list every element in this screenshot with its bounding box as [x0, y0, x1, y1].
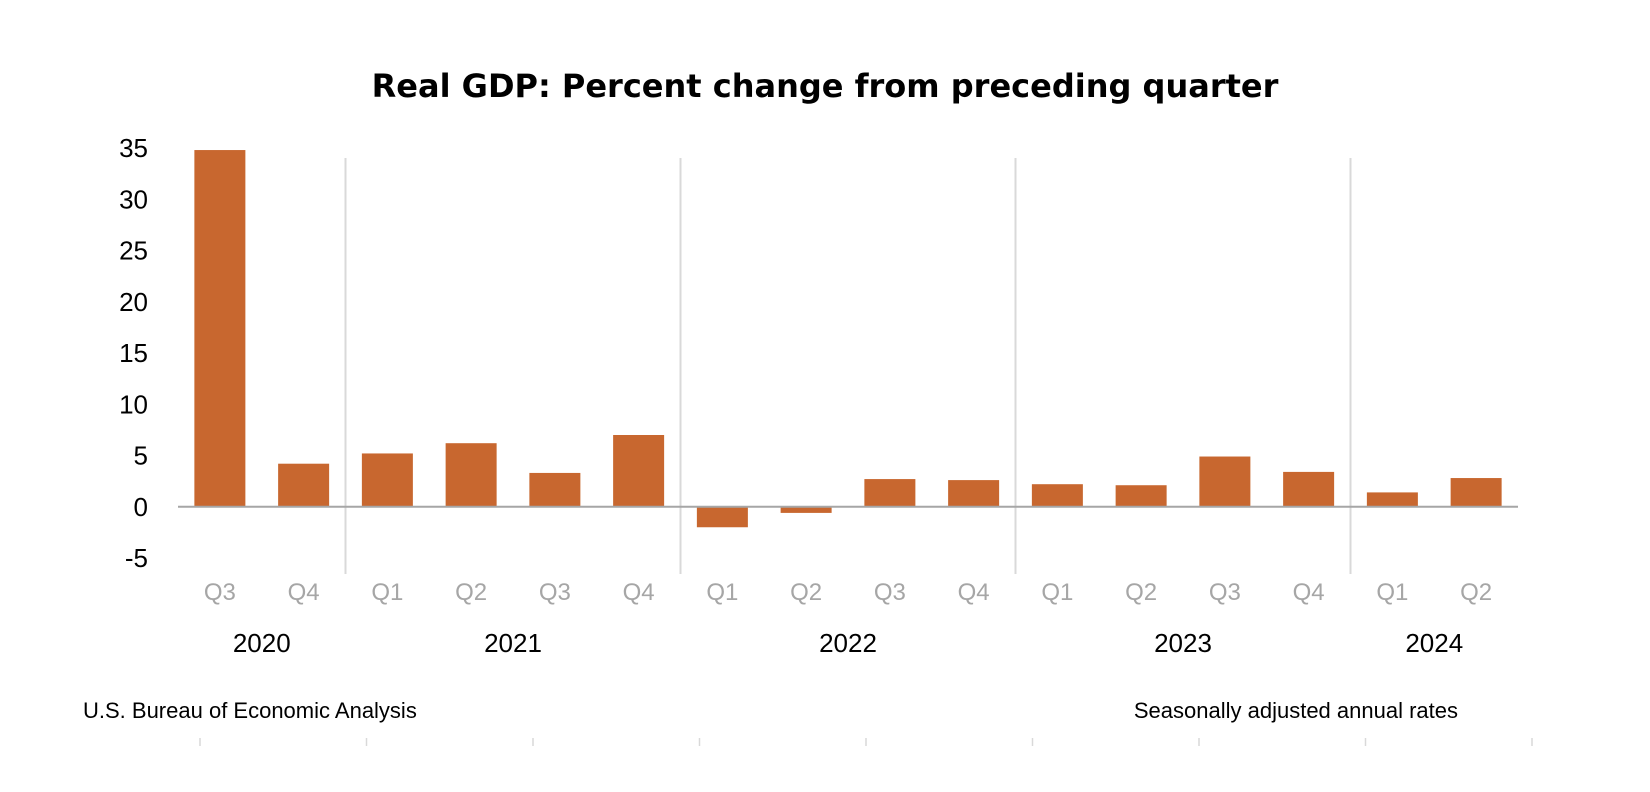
- y-tick-label: 15: [119, 338, 148, 368]
- source-note: U.S. Bureau of Economic Analysis: [83, 698, 417, 723]
- x-tick-label: Q1: [1041, 579, 1073, 606]
- bar: [1283, 471, 1335, 507]
- bar: [780, 506, 832, 513]
- bar: [278, 463, 330, 507]
- x-tick-label: Q3: [539, 579, 571, 606]
- x-tick-label: Q2: [1125, 579, 1157, 606]
- x-tick-label: Q3: [874, 579, 906, 606]
- y-tick-label: 10: [119, 389, 148, 419]
- x-tick-label: Q2: [1460, 579, 1492, 606]
- bar: [1115, 485, 1167, 507]
- chart-title: Real GDP: Percent change from preceding …: [372, 67, 1279, 105]
- y-tick-label: -5: [125, 543, 148, 573]
- y-tick-label: 30: [119, 184, 148, 214]
- y-tick-label: 5: [134, 441, 148, 471]
- year-label: 2022: [819, 628, 877, 658]
- x-tick-label: Q3: [204, 579, 236, 606]
- x-tick-label: Q2: [790, 579, 822, 606]
- bars: [194, 150, 1502, 528]
- y-axis: 35 30 25 20 15 10 5 0 -5: [119, 133, 148, 573]
- x-tick-label: Q4: [623, 579, 655, 606]
- bar: [1199, 456, 1251, 507]
- footer-tick-marks: [199, 738, 1533, 746]
- bar: [529, 472, 581, 507]
- bar: [1366, 492, 1418, 507]
- rate-note: Seasonally adjusted annual rates: [1134, 698, 1458, 723]
- x-tick-label: Q1: [371, 579, 403, 606]
- x-tick-label: Q2: [455, 579, 487, 606]
- bar: [194, 150, 246, 507]
- year-separators: [344, 158, 1352, 574]
- y-tick-label: 20: [119, 287, 148, 317]
- bar: [696, 506, 748, 528]
- year-label: 2021: [484, 628, 542, 658]
- y-tick-label: 35: [119, 133, 148, 163]
- x-axis-quarter-labels: Q3 Q4 Q1 Q2 Q3 Q4 Q1 Q2 Q3 Q4 Q1 Q2 Q3 Q4 Q1 Q2: [204, 579, 1492, 606]
- x-tick-label: Q1: [706, 579, 738, 606]
- y-tick-label: 0: [134, 492, 148, 522]
- y-tick-label: 25: [119, 236, 148, 266]
- year-label: 2023: [1154, 628, 1212, 658]
- bar: [613, 435, 665, 507]
- bar: [1031, 484, 1083, 507]
- x-tick-label: Q4: [1293, 579, 1325, 606]
- bar: [361, 453, 413, 507]
- bar: [1450, 478, 1502, 507]
- x-tick-label: Q3: [1209, 579, 1241, 606]
- bar: [445, 443, 497, 507]
- x-axis-year-labels: 2020 2021 2022 2023 2024: [233, 628, 1463, 658]
- year-label: 2024: [1405, 628, 1463, 658]
- x-tick-label: Q1: [1376, 579, 1408, 606]
- bar: [864, 479, 916, 507]
- year-label: 2020: [233, 628, 291, 658]
- bar: [948, 480, 1000, 507]
- x-tick-label: Q4: [288, 579, 320, 606]
- x-tick-label: Q4: [958, 579, 990, 606]
